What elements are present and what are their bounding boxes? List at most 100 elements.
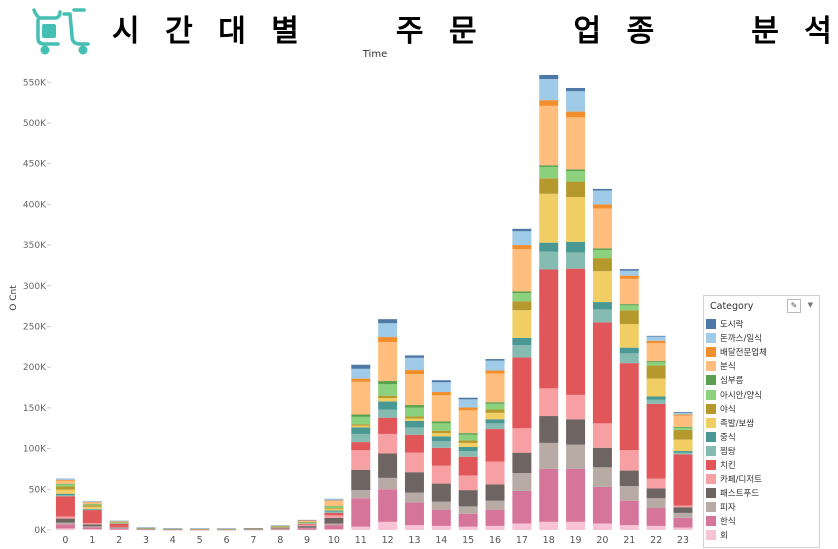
bar-segment	[673, 451, 693, 453]
bar-segment	[566, 197, 586, 242]
legend-swatch	[706, 347, 716, 358]
legend-item[interactable]: 찜탕	[704, 444, 819, 458]
bar-segment	[351, 427, 371, 434]
x-tick-label: 11	[355, 535, 367, 546]
x-tick-label: 9	[304, 535, 310, 546]
bar-segment	[378, 381, 398, 385]
bar-segment	[351, 368, 371, 379]
bar-segment	[566, 521, 586, 530]
x-tick-label: 20	[596, 535, 608, 546]
bar-segment	[55, 480, 75, 485]
legend-item[interactable]: 치킨	[704, 458, 819, 472]
bar-segment	[458, 456, 478, 476]
bar-segment	[673, 412, 693, 415]
bar-segment	[673, 429, 693, 440]
bar-segment	[324, 499, 344, 501]
title-word: 업	[573, 14, 602, 49]
legend-item[interactable]: 분식	[704, 359, 819, 373]
bar-segment	[458, 407, 478, 411]
bar-segment	[566, 111, 586, 118]
bar-segment	[378, 521, 398, 530]
bar-segment	[673, 439, 693, 452]
bar-segment	[351, 469, 371, 491]
bar-segment	[512, 523, 532, 530]
legend-item[interactable]: 중식	[704, 430, 819, 444]
bar-segment	[351, 450, 371, 470]
legend-item[interactable]: 카페/디저트	[704, 472, 819, 486]
legend-label: 아시안/양식	[720, 390, 762, 401]
bar-segment	[512, 249, 532, 292]
bar-segment	[109, 521, 129, 522]
legend-item[interactable]: 도시락	[704, 317, 819, 331]
bar-segment	[109, 526, 129, 528]
bar-segment	[378, 417, 398, 434]
legend-item[interactable]: 피자	[704, 500, 819, 514]
legend-title: Category	[710, 301, 754, 312]
bar-segment	[82, 506, 102, 509]
x-tick-label: 21	[623, 535, 635, 546]
legend-item[interactable]: 족발/보쌈	[704, 416, 819, 430]
bar-segment	[646, 403, 666, 479]
bar-segment	[619, 347, 639, 354]
bar-segment	[378, 453, 398, 478]
x-axis-title: Time	[362, 49, 388, 60]
bar-segment	[351, 498, 371, 527]
legend-label: 치킨	[720, 460, 736, 471]
bar-segment	[539, 100, 559, 106]
bar-segment	[592, 523, 612, 530]
bar-segment	[324, 508, 344, 509]
bar-segment	[82, 508, 102, 510]
legend-item[interactable]: 돈까스/일식	[704, 331, 819, 345]
x-tick-label: 14	[435, 535, 447, 546]
highlight-icon[interactable]: ✎	[787, 299, 801, 313]
legend-swatch	[706, 502, 716, 513]
bar-segment	[351, 381, 371, 415]
bar-segment	[673, 454, 693, 506]
legend-item[interactable]: 야식	[704, 402, 819, 416]
bar-segment	[378, 384, 398, 396]
bar-segment	[431, 421, 451, 424]
legend-item[interactable]: 배달전문업체	[704, 345, 819, 359]
bar-segment	[378, 477, 398, 490]
legend-item[interactable]: 아시안/양식	[704, 387, 819, 401]
chart-title: 시 간 대 별 주 문 업 종 분 석	[112, 6, 832, 50]
legend-swatch	[706, 403, 716, 414]
legend-item[interactable]: 한식	[704, 514, 819, 528]
chevron-down-icon[interactable]: ▼	[807, 301, 813, 309]
bar-segment	[646, 340, 666, 344]
bar-segment	[351, 526, 371, 530]
legend-label: 한식	[720, 517, 736, 528]
bar-segment	[539, 166, 559, 179]
title-word: 석	[804, 14, 832, 49]
bar-segment	[55, 493, 75, 495]
legend-swatch	[706, 319, 716, 330]
bar-segment	[673, 517, 693, 528]
bar-segment	[55, 484, 75, 487]
legend-item[interactable]: 심부름	[704, 373, 819, 387]
bar-segment	[673, 427, 693, 428]
bar-segment	[404, 492, 424, 503]
x-tick-label: 10	[328, 535, 340, 546]
bar-segment	[512, 345, 532, 358]
bar-segment	[592, 249, 612, 259]
bar-segment	[431, 380, 451, 383]
bar-segment	[592, 423, 612, 448]
bar-segment	[404, 502, 424, 526]
bar-segment	[592, 271, 612, 303]
bar-segment	[673, 411, 693, 413]
bar-segment	[673, 527, 693, 530]
bar-segment	[566, 394, 586, 420]
legend-item[interactable]: 회	[704, 528, 819, 542]
bar-segment	[404, 427, 424, 435]
bar-segment	[109, 523, 129, 527]
x-tick-label: 0	[62, 535, 68, 546]
bar-segment	[539, 521, 559, 530]
bar-segment	[458, 442, 478, 447]
bar-segment	[512, 293, 532, 302]
legend-item[interactable]: 패스트푸드	[704, 486, 819, 500]
title-word: 시	[112, 14, 140, 49]
bar-segment	[539, 416, 559, 443]
legend-swatch	[706, 361, 716, 372]
bar-segment	[673, 512, 693, 518]
